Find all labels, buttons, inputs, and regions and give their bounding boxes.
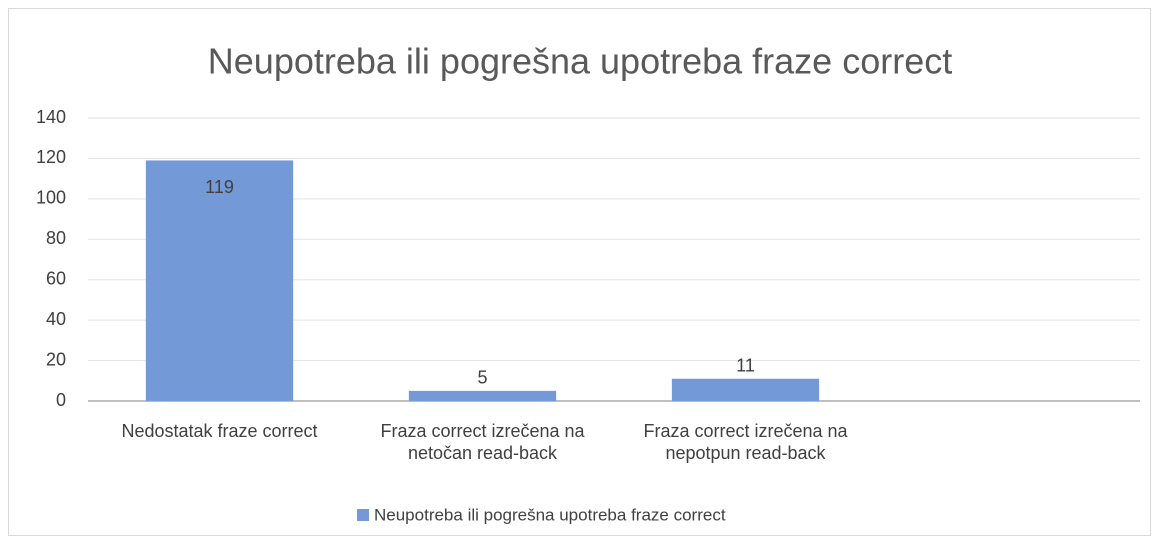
y-tick-label: 100: [36, 188, 66, 208]
y-tick-label: 0: [56, 390, 66, 410]
x-tick-label: Fraza correct izrečena na netočan read-b…: [380, 421, 585, 463]
y-tick-label: 80: [46, 228, 66, 248]
y-tick-label: 60: [46, 268, 66, 288]
y-tick-label: 120: [36, 147, 66, 167]
legend-label: Neupotreba ili pogrešna upotreba fraze c…: [374, 505, 726, 524]
chart-title: Neupotreba ili pogrešna upotreba fraze c…: [208, 41, 952, 82]
x-tick-label-box: Fraza correct izrečena na nepotpun read-…: [643, 421, 848, 463]
y-tick-label: 140: [36, 107, 66, 127]
data-label: 11: [736, 356, 755, 376]
legend-swatch: [357, 509, 369, 521]
data-label: 5: [477, 368, 487, 388]
bar: [145, 160, 294, 401]
data-label: 119: [205, 177, 234, 197]
y-tick-label: 20: [46, 349, 66, 369]
x-tick-label: Nedostatak fraze correct: [121, 421, 318, 441]
bar: [671, 378, 820, 401]
x-tick-label-box: Fraza correct izrečena na netočan read-b…: [380, 421, 585, 463]
x-tick-label-box: Nedostatak fraze correct: [121, 421, 318, 441]
x-tick-label: Fraza correct izrečena na nepotpun read-…: [643, 421, 848, 463]
bar: [408, 390, 557, 401]
y-tick-label: 40: [46, 309, 66, 329]
